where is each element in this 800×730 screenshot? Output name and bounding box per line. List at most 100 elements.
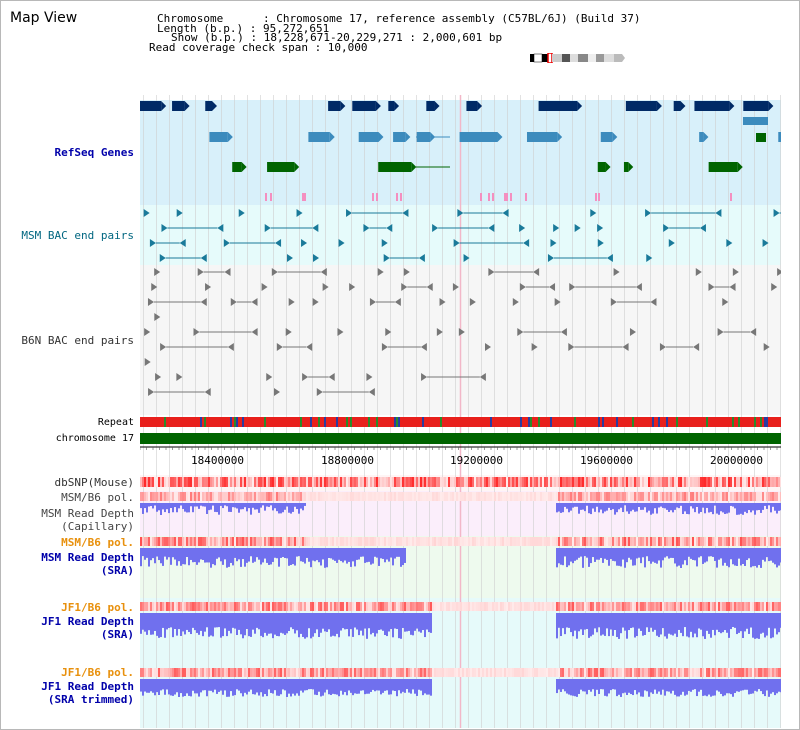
gene-exon — [267, 162, 295, 172]
gene-exon — [625, 101, 657, 111]
msm-bac-end — [457, 209, 464, 217]
b6n-bac-end — [458, 328, 465, 336]
msm-bac-end — [553, 224, 560, 232]
gene-exon — [209, 132, 228, 142]
b6n-bac-end — [205, 283, 212, 291]
gene-marker — [302, 193, 304, 201]
repeat-track — [140, 417, 142, 427]
msm-pol-heatmap-1 — [140, 492, 142, 501]
gene-exon — [459, 132, 498, 142]
b6n-bac-end — [469, 298, 476, 306]
show-range-info: Show (b.p.) : 18,228,671-20,229,271 : 2,… — [171, 31, 503, 44]
axis-tick-label: 20000000 — [710, 454, 763, 467]
b6n-bac-end — [276, 343, 283, 351]
b6n-bac-end — [144, 358, 151, 366]
msm-bac-end — [286, 254, 293, 262]
b6n-bac-end — [285, 328, 292, 336]
msm-bac-end — [453, 239, 460, 247]
gene-marker — [400, 193, 402, 201]
b6n-bac-end — [337, 328, 344, 336]
gene-exon — [172, 101, 185, 111]
jf1-pol-heatmap-2 — [140, 668, 142, 677]
track-canvas[interactable] — [140, 95, 781, 728]
chromosome-info: Chromosome : Chromosome 17, reference as… — [157, 12, 641, 25]
genome-browser-plot[interactable]: 18400000 18800000 19200000 19600000 2000… — [140, 95, 781, 728]
b6n-bac-end — [381, 343, 388, 351]
axis-tick-label: 18800000 — [321, 454, 374, 467]
b6n-bac-end — [274, 388, 281, 396]
b6n-bac-end — [554, 298, 561, 306]
b6n-bac-end — [777, 268, 781, 276]
b6n-bac-end — [717, 328, 724, 336]
msm-bac-end — [663, 224, 670, 232]
gene-exon — [466, 101, 478, 111]
b6n-bac-end — [488, 268, 495, 276]
b6n-bac-end — [517, 328, 524, 336]
gene-marker — [265, 193, 267, 201]
msm-capillary-depth — [140, 503, 142, 509]
gene-marker — [376, 193, 378, 201]
gene-exon — [426, 101, 435, 111]
msm-bac-end — [363, 224, 370, 232]
jf1-trimmed-depth — [140, 679, 142, 692]
b6n-bac-end — [261, 283, 268, 291]
coverage-span-info: Read coverage check span : 10,000 — [149, 41, 368, 54]
chromosome-ideogram[interactable] — [530, 53, 626, 63]
b6n-bac-end — [512, 298, 519, 306]
b6n-bac-end — [708, 283, 715, 291]
b6n-bac-end — [144, 328, 151, 336]
b6n-bac-end — [349, 283, 356, 291]
msm-bac-end — [668, 239, 675, 247]
b6n-bac-end — [154, 313, 161, 321]
b6n-bac-end — [421, 373, 428, 381]
msm-bac-end — [590, 209, 597, 217]
b6n-bac-end — [266, 373, 273, 381]
gene-marker — [510, 193, 512, 201]
gene-exon — [538, 101, 578, 111]
b6n-bac-end — [316, 388, 323, 396]
refseq-genes-label: RefSeq Genes — [54, 146, 134, 159]
gene-exon — [743, 101, 769, 111]
b6n-bac-end — [771, 283, 778, 291]
b6n-bac-end — [568, 343, 575, 351]
b6n-bac-end — [322, 283, 329, 291]
b6n-bac-label: B6N BAC end pairs — [21, 334, 134, 347]
gene-exon — [352, 101, 376, 111]
jf1-depth-sra-label: JF1 Read Depth (SRA) — [41, 615, 134, 641]
gene-exon — [623, 162, 629, 172]
msm-bac-end — [161, 224, 168, 232]
msm-bac-end — [264, 224, 271, 232]
b6n-bac-end — [401, 283, 408, 291]
msm-bac-end — [313, 254, 320, 262]
b6n-bac-end — [312, 298, 319, 306]
msm-bac-end — [597, 224, 604, 232]
msm-pol-label-2: MSM/B6 pol. — [61, 536, 134, 549]
gene-marker — [730, 193, 732, 201]
gene-marker — [372, 193, 374, 201]
gene-exon — [600, 132, 613, 142]
b6n-bac-end — [403, 268, 410, 276]
msm-bac-end — [726, 239, 733, 247]
gene-exon — [358, 132, 379, 142]
b6n-bac-end — [531, 343, 538, 351]
gene-marker — [595, 193, 597, 201]
b6n-bac-end — [436, 328, 443, 336]
b6n-bac-end — [147, 298, 154, 306]
chromosome-bar — [140, 433, 781, 444]
b6n-bac-end — [452, 283, 459, 291]
b6n-bac-end — [271, 268, 278, 276]
msm-bac-end — [432, 224, 439, 232]
gene-marker — [270, 193, 272, 201]
b6n-bac-end — [148, 388, 155, 396]
axis-tick-label: 18400000 — [191, 454, 244, 467]
msm-bac-end — [223, 239, 230, 247]
gene-marker — [480, 193, 482, 201]
msm-pol-label-1: MSM/B6 pol. — [61, 491, 134, 504]
b6n-bac-end — [302, 373, 309, 381]
b6n-bac-end — [732, 268, 739, 276]
b6n-bac-end — [160, 343, 167, 351]
msm-bac-end — [381, 239, 388, 247]
chromosome-label: chromosome 17 — [55, 433, 134, 444]
jf1-depth-trimmed-label: JF1 Read Depth (SRA trimmed) — [41, 680, 134, 706]
b6n-bac-end — [197, 268, 204, 276]
